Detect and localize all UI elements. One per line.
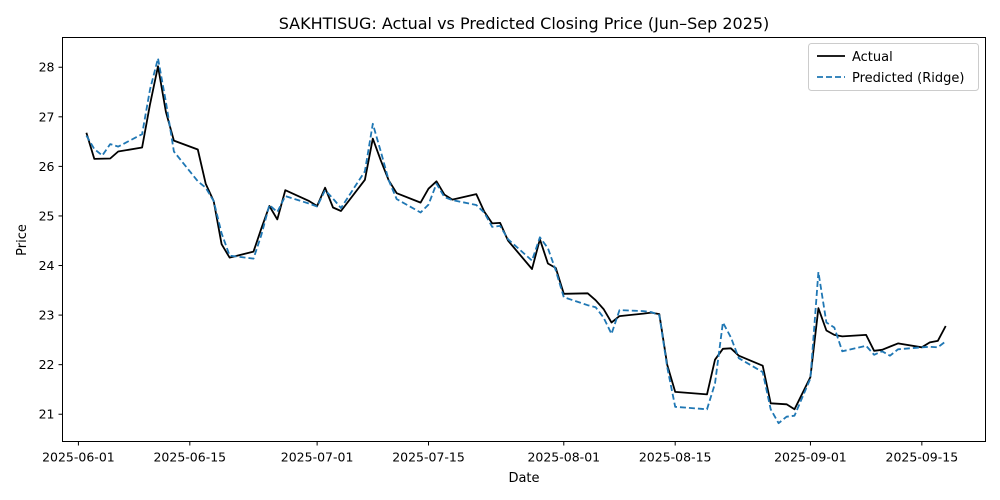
x-tick-label: 2025-06-15 [153,450,226,465]
x-tick-label: 2025-07-15 [392,450,465,465]
x-tick-label: 2025-08-15 [639,450,712,465]
y-tick-label: 24 [39,258,55,273]
plot-area: 2025-06-01 2025-06-15 2025-07-01 2025-07-15… [39,37,986,465]
chart-title: SAKHTISUG: Actual vs Predicted Closing P… [279,14,770,33]
y-tick-label: 21 [39,407,55,422]
x-tick-label: 2025-09-15 [886,450,959,465]
y-tick-label: 26 [39,159,55,174]
x-tick-label: 2025-07-01 [281,450,354,465]
x-tick-label: 2025-09-01 [774,450,847,465]
legend-box [808,43,979,91]
plot-frame [62,37,986,442]
legend: Actual Predicted (Ridge) [808,43,979,91]
y-tick-label: 28 [39,60,55,75]
x-tick-label: 2025-06-01 [42,450,115,465]
y-tick-label: 22 [39,357,55,372]
y-tick-label: 27 [39,109,55,124]
legend-label-predicted: Predicted (Ridge) [852,71,964,86]
legend-label-actual: Actual [852,50,893,65]
y-axis-title: Price [15,224,30,256]
x-tick-label: 2025-08-01 [527,450,600,465]
x-axis: 2025-06-01 2025-06-15 2025-07-01 2025-07-15… [42,441,959,465]
y-tick-label: 25 [39,208,55,223]
series-layer [85,57,947,425]
x-axis-title: Date [508,471,539,486]
y-tick-label: 23 [39,308,55,323]
y-axis: 21 22 23 24 25 26 27 28 [39,60,63,422]
series-line-predicted [85,57,947,425]
